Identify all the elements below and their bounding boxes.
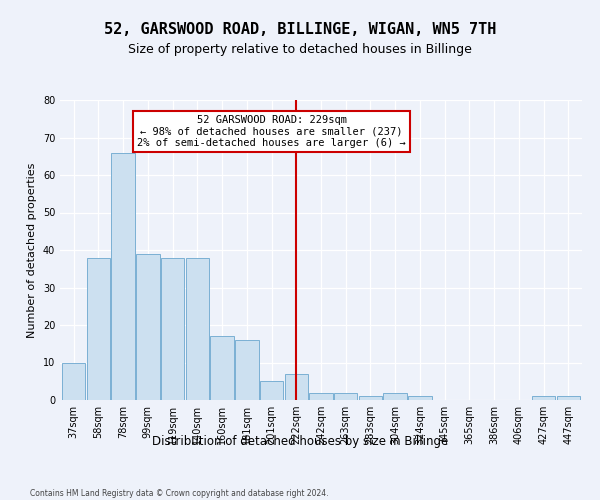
Bar [62,362,85,400]
Bar [284,374,308,400]
Bar [161,258,184,400]
Text: Contains HM Land Registry data © Crown copyright and database right 2024.: Contains HM Land Registry data © Crown c… [0,499,1,500]
Bar [557,396,580,400]
Bar [309,392,333,400]
Bar [112,152,135,400]
Text: Distribution of detached houses by size in Billinge: Distribution of detached houses by size … [152,435,448,448]
Bar [359,396,382,400]
Text: Contains public sector information licensed under the Open Government Licence v3: Contains public sector information licen… [0,499,1,500]
Text: Size of property relative to detached houses in Billinge: Size of property relative to detached ho… [128,42,472,56]
Bar [210,336,234,400]
Y-axis label: Number of detached properties: Number of detached properties [27,162,37,338]
Text: Contains HM Land Registry data © Crown copyright and database right 2024.
Contai: Contains HM Land Registry data © Crown c… [30,489,362,500]
Text: 52 GARSWOOD ROAD: 229sqm
← 98% of detached houses are smaller (237)
2% of semi-d: 52 GARSWOOD ROAD: 229sqm ← 98% of detach… [137,115,406,148]
Bar [86,258,110,400]
Bar [383,392,407,400]
Bar [334,392,358,400]
Bar [235,340,259,400]
Bar [260,381,283,400]
Bar [185,258,209,400]
Bar [408,396,432,400]
Bar [136,254,160,400]
Text: 52, GARSWOOD ROAD, BILLINGE, WIGAN, WN5 7TH: 52, GARSWOOD ROAD, BILLINGE, WIGAN, WN5 … [104,22,496,38]
Bar [532,396,556,400]
